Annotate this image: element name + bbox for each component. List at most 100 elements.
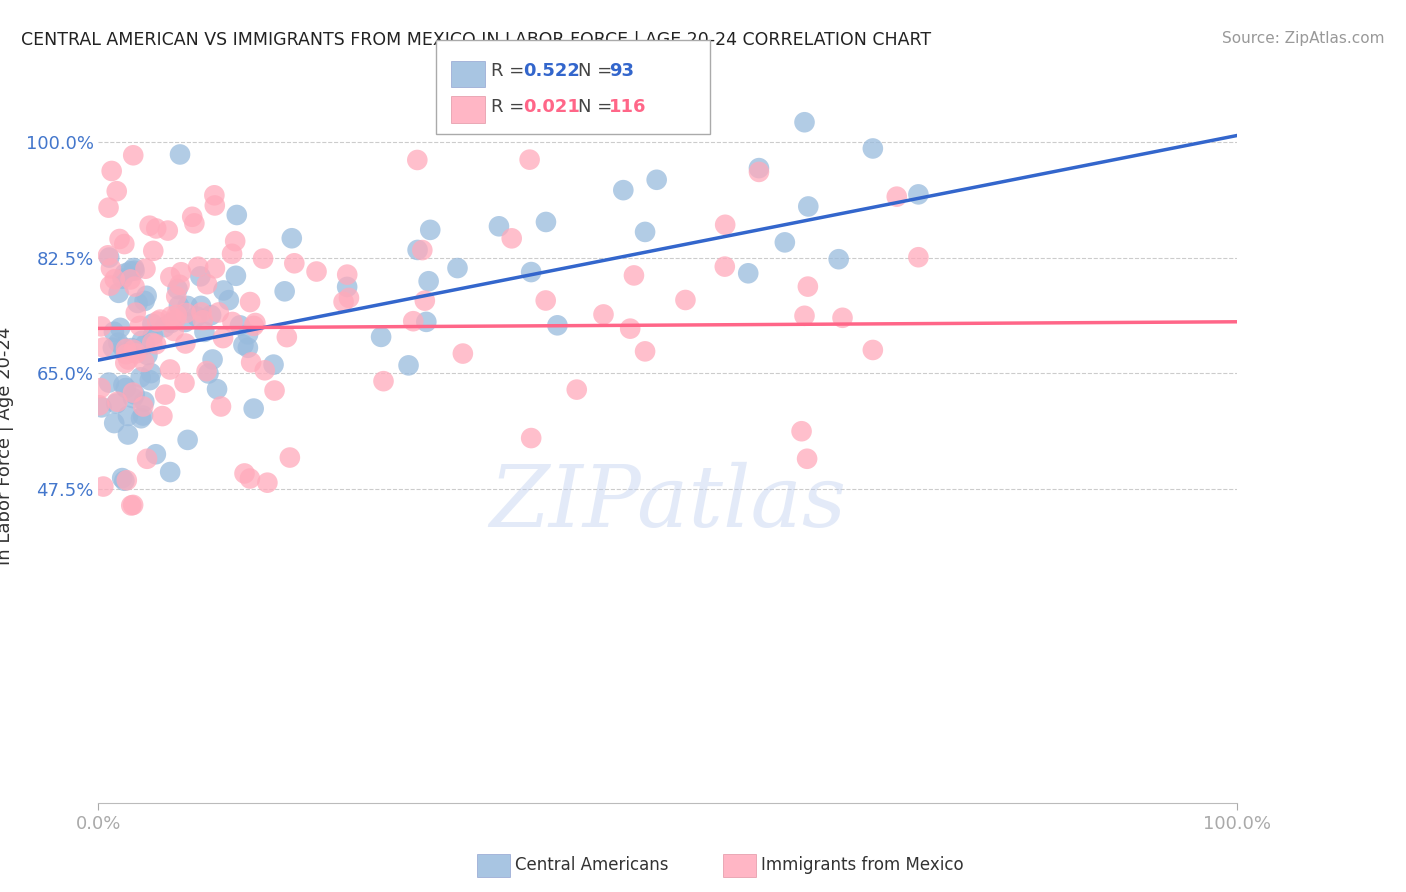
Text: Central Americans: Central Americans	[515, 856, 668, 874]
Point	[225, 268, 247, 283]
Point	[236, 341, 259, 355]
Point	[108, 321, 131, 335]
Point	[111, 471, 134, 485]
Point	[135, 289, 157, 303]
Point	[748, 161, 770, 175]
Point	[619, 321, 641, 335]
Point	[159, 270, 181, 285]
Point	[128, 318, 150, 333]
Text: 93: 93	[609, 62, 634, 80]
Point	[165, 312, 187, 326]
Point	[907, 250, 929, 264]
Point	[181, 210, 204, 224]
Point	[145, 221, 167, 235]
Point	[451, 346, 474, 360]
Point	[205, 382, 228, 396]
Point	[370, 330, 392, 344]
Point	[204, 261, 226, 276]
Point	[136, 451, 159, 466]
Point	[225, 208, 247, 222]
Point	[373, 374, 395, 388]
Point	[167, 299, 190, 313]
Point	[145, 337, 167, 351]
Point	[115, 381, 138, 395]
Point	[273, 285, 295, 299]
Text: N =: N =	[578, 62, 612, 80]
Point	[828, 252, 851, 267]
Point	[129, 411, 152, 425]
Point	[141, 317, 163, 331]
Point	[907, 187, 929, 202]
Point	[117, 352, 139, 367]
Point	[332, 294, 354, 309]
Point	[120, 499, 142, 513]
Point	[245, 316, 267, 330]
Point	[263, 358, 285, 372]
Point	[488, 219, 510, 234]
Point	[104, 272, 127, 286]
Point	[208, 305, 231, 319]
Point	[592, 308, 614, 322]
Point	[242, 401, 264, 416]
Point	[191, 313, 214, 327]
Point	[145, 447, 167, 461]
Point	[195, 277, 218, 292]
Point	[406, 153, 429, 167]
Point	[212, 284, 235, 298]
Point	[242, 318, 264, 333]
Point	[534, 215, 557, 229]
Point	[159, 362, 181, 376]
Point	[793, 309, 815, 323]
Point	[174, 336, 197, 351]
Point	[229, 318, 252, 333]
Point	[281, 231, 304, 245]
Point	[336, 268, 359, 282]
Point	[139, 373, 162, 387]
Point	[183, 216, 205, 230]
Point	[114, 267, 136, 281]
Point	[120, 264, 142, 278]
Point	[103, 416, 125, 430]
Point	[862, 141, 884, 155]
Point	[100, 261, 122, 276]
Point	[278, 450, 301, 465]
Point	[112, 474, 135, 488]
Point	[221, 247, 243, 261]
Point	[305, 264, 328, 278]
Text: 0.021: 0.021	[523, 98, 579, 116]
Point	[173, 376, 195, 390]
Text: R =: R =	[491, 62, 524, 80]
Point	[174, 306, 197, 320]
Point	[132, 400, 155, 414]
Point	[134, 293, 156, 308]
Text: ZIPatlas: ZIPatlas	[489, 462, 846, 544]
Point	[233, 467, 256, 481]
Point	[97, 248, 120, 262]
Point	[645, 173, 668, 187]
Point	[190, 269, 212, 284]
Point	[90, 401, 112, 415]
Text: 116: 116	[609, 98, 647, 116]
Point	[112, 237, 135, 252]
Point	[176, 299, 198, 313]
Text: 0.522: 0.522	[523, 62, 579, 80]
Point	[797, 199, 820, 213]
Point	[91, 341, 114, 355]
Point	[221, 315, 243, 329]
Point	[612, 183, 634, 197]
Point	[748, 165, 770, 179]
Text: Source: ZipAtlas.com: Source: ZipAtlas.com	[1222, 31, 1385, 46]
Point	[411, 243, 433, 257]
Point	[127, 296, 149, 310]
Point	[201, 352, 224, 367]
Point	[501, 231, 523, 245]
Text: Immigrants from Mexico: Immigrants from Mexico	[761, 856, 963, 874]
Point	[111, 271, 134, 285]
Text: N =: N =	[578, 98, 612, 116]
Point	[790, 424, 813, 438]
Point	[125, 346, 148, 360]
Point	[146, 314, 169, 328]
Point	[218, 293, 240, 307]
Point	[793, 115, 815, 129]
Point	[239, 295, 262, 310]
